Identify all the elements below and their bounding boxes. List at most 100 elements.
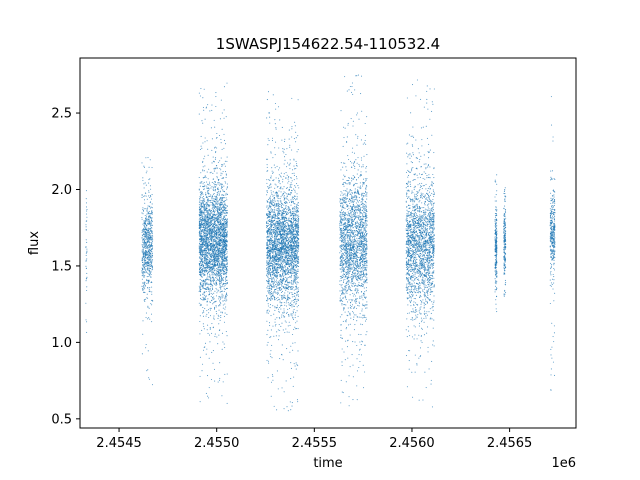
data-point bbox=[201, 244, 203, 246]
data-point bbox=[212, 213, 214, 215]
data-point bbox=[221, 213, 223, 215]
data-point bbox=[205, 295, 207, 297]
data-point bbox=[221, 251, 223, 254]
data-point bbox=[148, 274, 151, 276]
data-point bbox=[146, 297, 148, 299]
data-point bbox=[142, 250, 144, 252]
data-point bbox=[147, 212, 149, 214]
data-point bbox=[285, 300, 287, 302]
data-point bbox=[215, 295, 218, 297]
data-point bbox=[216, 264, 218, 267]
data-point bbox=[211, 223, 214, 225]
data-point bbox=[225, 260, 227, 262]
data-point bbox=[199, 401, 201, 403]
data-point bbox=[203, 274, 205, 276]
data-point bbox=[288, 281, 290, 283]
data-point bbox=[211, 258, 213, 260]
data-point bbox=[211, 351, 213, 353]
data-point bbox=[208, 195, 210, 198]
data-point bbox=[206, 200, 208, 202]
data-point bbox=[141, 237, 143, 239]
data-point bbox=[219, 300, 221, 302]
data-point bbox=[219, 279, 221, 281]
data-point bbox=[219, 197, 222, 199]
data-point bbox=[203, 297, 205, 299]
data-point bbox=[151, 227, 153, 229]
data-point bbox=[149, 287, 151, 289]
data-point bbox=[145, 343, 147, 346]
data-point bbox=[224, 239, 226, 241]
data-point bbox=[150, 246, 152, 248]
data-point bbox=[287, 284, 289, 286]
data-point bbox=[269, 187, 271, 189]
data-point bbox=[274, 212, 276, 214]
data-point bbox=[207, 104, 209, 106]
data-point bbox=[225, 192, 227, 194]
data-point bbox=[199, 196, 201, 198]
data-point bbox=[151, 221, 153, 223]
data-point bbox=[210, 236, 212, 238]
data-point bbox=[143, 225, 145, 227]
data-point bbox=[217, 249, 219, 251]
data-point bbox=[224, 165, 226, 167]
data-point bbox=[199, 235, 201, 237]
data-point bbox=[223, 343, 225, 345]
data-point bbox=[221, 229, 223, 231]
data-point bbox=[209, 307, 211, 309]
data-point bbox=[214, 204, 216, 206]
data-point bbox=[203, 158, 205, 160]
data-point bbox=[283, 199, 285, 201]
data-point bbox=[147, 219, 150, 221]
data-point bbox=[295, 299, 297, 301]
data-point bbox=[146, 252, 148, 254]
data-point bbox=[279, 276, 281, 278]
data-point bbox=[223, 133, 225, 135]
data-point bbox=[212, 277, 214, 279]
data-point bbox=[205, 258, 207, 260]
data-point bbox=[204, 282, 206, 284]
data-point bbox=[143, 231, 145, 233]
data-point bbox=[199, 243, 201, 245]
data-point bbox=[206, 195, 208, 197]
data-point bbox=[150, 229, 152, 231]
data-point bbox=[221, 238, 223, 240]
data-point bbox=[152, 244, 154, 247]
data-point bbox=[214, 233, 216, 235]
data-point bbox=[144, 236, 147, 238]
data-point bbox=[223, 109, 225, 111]
data-point bbox=[223, 220, 225, 222]
data-point bbox=[298, 217, 300, 219]
data-point bbox=[205, 251, 207, 254]
data-point bbox=[202, 262, 204, 264]
data-point bbox=[216, 208, 218, 210]
data-point bbox=[205, 298, 207, 300]
data-point bbox=[221, 148, 223, 150]
data-point bbox=[223, 272, 225, 274]
data-point bbox=[198, 188, 200, 190]
data-point bbox=[201, 269, 203, 271]
data-point bbox=[283, 173, 285, 175]
data-point bbox=[147, 239, 149, 241]
data-point bbox=[216, 177, 218, 179]
data-point bbox=[267, 138, 269, 140]
data-point bbox=[226, 313, 228, 316]
data-point bbox=[222, 296, 224, 298]
data-point bbox=[226, 199, 228, 201]
data-point bbox=[206, 288, 208, 290]
data-point bbox=[209, 265, 211, 267]
data-point bbox=[198, 272, 201, 274]
data-point bbox=[205, 260, 207, 262]
data-point bbox=[202, 296, 204, 298]
data-point bbox=[219, 252, 221, 254]
data-point bbox=[272, 379, 274, 381]
data-point bbox=[205, 227, 207, 229]
data-point bbox=[143, 229, 145, 231]
data-point bbox=[215, 203, 217, 205]
data-point bbox=[219, 254, 221, 256]
data-point bbox=[225, 244, 227, 246]
data-point bbox=[141, 285, 143, 287]
data-point bbox=[212, 231, 214, 233]
data-point bbox=[200, 303, 202, 305]
data-point bbox=[201, 270, 203, 272]
data-point bbox=[278, 197, 280, 200]
